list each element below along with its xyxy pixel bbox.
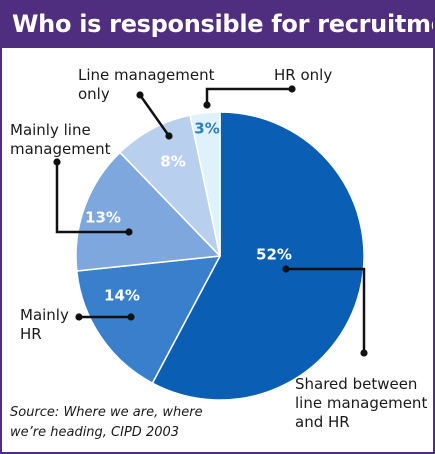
title-bar: Who is responsible for recruitment? — [2, 2, 433, 48]
slice-category-label: Shared between line management and HR — [295, 375, 427, 431]
leader-dot — [127, 313, 135, 321]
pie-slices — [75, 111, 365, 401]
leader-dot — [136, 91, 144, 99]
pie-slice — [119, 114, 221, 257]
leader-dot — [282, 265, 290, 273]
leader-line — [138, 94, 171, 137]
slice-value-label: 13% — [85, 209, 121, 227]
leader-dot — [360, 349, 368, 357]
slice-value-label: 3% — [194, 120, 219, 138]
source-note: Source: Where we are, where we’re heading… — [10, 405, 203, 440]
leader-line — [205, 87, 292, 105]
leader-dot — [75, 313, 83, 321]
slice-value-label: 52% — [256, 246, 292, 264]
leader-dot — [288, 85, 296, 93]
leader-dot — [165, 132, 173, 140]
leader-dot — [203, 101, 211, 109]
leader-dot — [53, 158, 61, 166]
slice-category-label: Mainly HR — [20, 306, 69, 343]
slice-value-label: 14% — [104, 287, 140, 305]
slice-category-label: HR only — [274, 66, 332, 84]
pie-slice — [151, 111, 365, 401]
slice-value-label: 8% — [160, 153, 185, 171]
pie-slice — [76, 255, 221, 384]
pie-slice — [75, 151, 221, 272]
leader-line — [286, 267, 366, 353]
pie-slice — [189, 111, 221, 257]
chart-title: Who is responsible for recruitment? — [12, 10, 433, 38]
slice-category-label: Line management only — [78, 66, 215, 103]
leader-dot — [125, 228, 133, 236]
slice-category-label: Mainly line management — [10, 121, 111, 158]
leader-line — [55, 162, 129, 234]
